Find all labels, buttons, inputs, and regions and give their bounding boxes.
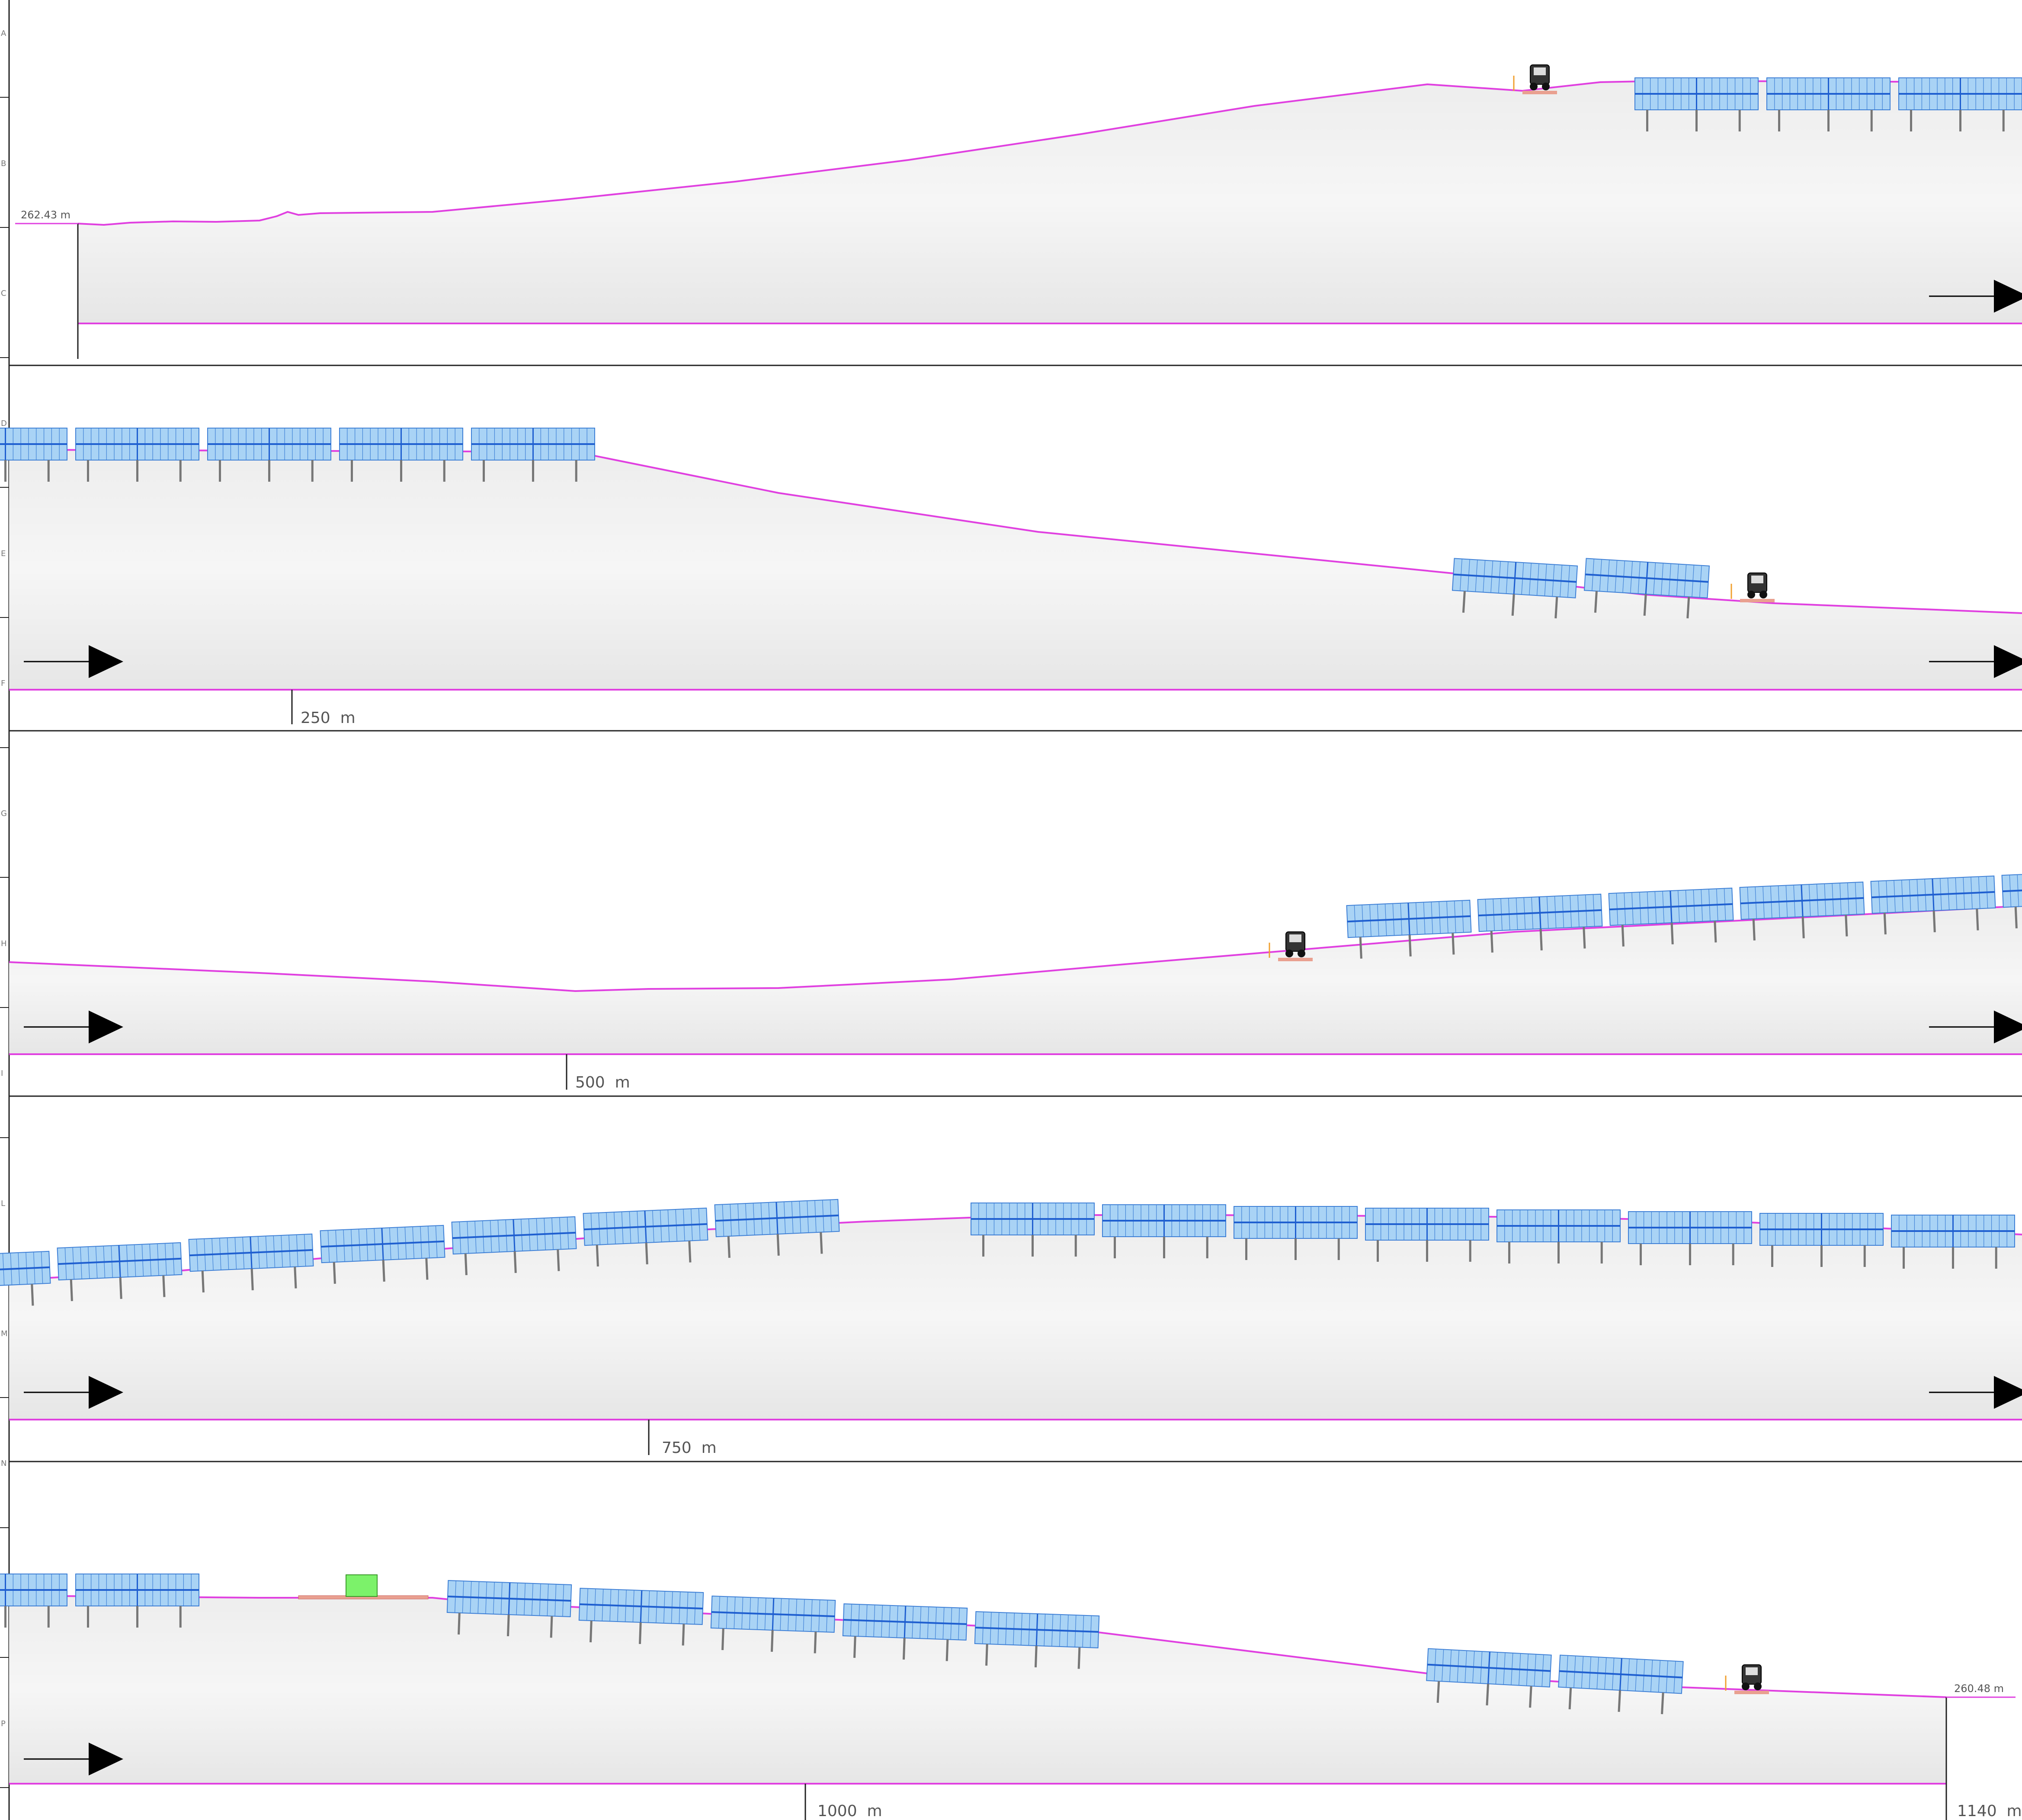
start-elevation-label: 262.43 m: [21, 209, 70, 221]
marker-letter: L: [1, 1199, 5, 1208]
marker-letter: C: [1, 289, 6, 298]
strip-3: 500 m: [9, 869, 2022, 1091]
marker-letter: P: [1, 1719, 6, 1728]
solar-tracker-panel: [1346, 899, 1472, 959]
solar-tracker-panel: [1898, 77, 2022, 131]
distance-label: 500 m: [575, 1074, 630, 1091]
solar-tracker-panel: [320, 1225, 445, 1284]
solar-tracker-panel: [188, 1233, 314, 1292]
marker-letter: I: [1, 1069, 3, 1078]
solar-tracker-panel: [2001, 869, 2022, 928]
solar-tracker-panel: [1759, 1213, 1884, 1267]
direction-arrow-icon: [89, 645, 123, 678]
marker-letter: B: [1, 159, 6, 168]
solar-tracker-panel: [1426, 1648, 1552, 1708]
end-distance-label: 1140 m: [1957, 1802, 2022, 1820]
solar-tracker-panel: [471, 428, 595, 482]
distance-label: 1000 m: [817, 1802, 882, 1820]
terrain-fill: [9, 450, 2022, 690]
solar-tracker-panel: [1102, 1204, 1226, 1258]
marker-letter: M: [1, 1329, 8, 1338]
direction-arrow-icon: [89, 1376, 123, 1409]
marker-letter: G: [1, 809, 7, 818]
marker-letter: D: [1, 419, 7, 428]
solar-tracker-panel: [0, 1574, 67, 1628]
solar-tracker-panel: [57, 1242, 183, 1301]
strip-5: 260.48 m 1000 m 1140 m: [0, 1574, 2022, 1820]
strip-separators: [9, 365, 2022, 1462]
strip-4: 750 m: [0, 1199, 2022, 1457]
solar-tracker-panel: [974, 1611, 1100, 1669]
direction-arrow-icon: [1994, 645, 2022, 678]
solar-tracker-panel: [451, 1216, 577, 1275]
solar-tracker-panel: [75, 1574, 199, 1628]
solar-tracker-panel: [1766, 77, 1891, 131]
distance-label: 750 m: [662, 1439, 717, 1457]
end-elevation-label: 260.48 m: [1954, 1682, 2004, 1695]
solar-tracker-panel: [1234, 1206, 1358, 1260]
inverter-cabin-icon: [346, 1574, 378, 1597]
terrain-fill: [9, 906, 2022, 1054]
terrain-fill: [78, 81, 2022, 323]
solar-tracker-panel: [339, 428, 463, 482]
marker-letter: H: [1, 939, 7, 948]
vehicle-icon: [1730, 573, 1775, 602]
vehicle-icon: [1269, 931, 1313, 961]
direction-arrow-icon: [89, 1743, 123, 1775]
strip-2: 250 m: [0, 428, 2022, 727]
side-markers: ABCDEFGHILMNOP: [0, 29, 9, 1788]
direction-arrow-icon: [89, 1011, 123, 1043]
distance-label: 250 m: [301, 709, 356, 727]
marker-letter: A: [1, 29, 6, 38]
vehicle-icon: [1513, 64, 1557, 94]
marker-letter: E: [1, 549, 6, 558]
terrain-line: [9, 905, 2022, 992]
marker-letter: N: [1, 1459, 6, 1468]
solar-tracker-panel: [207, 428, 331, 482]
solar-tracker-panel: [75, 428, 199, 482]
solar-tracker-panel: [1477, 893, 1603, 953]
solar-tracker-panel: [1365, 1208, 1489, 1262]
solar-tracker-panel: [1891, 1215, 2015, 1269]
solar-tracker-panel: [714, 1199, 840, 1258]
solar-tracker-panel: [1739, 881, 1865, 940]
direction-arrow-icon: [1994, 1376, 2022, 1409]
solar-tracker-panel: [1452, 558, 1578, 619]
solar-tracker-panel: [842, 1603, 968, 1661]
solar-tracker-panel: [1496, 1209, 1621, 1263]
terrain-line: [9, 449, 2022, 614]
solar-tracker-panel: [0, 1251, 51, 1306]
vehicle-icon: [1725, 1664, 1769, 1694]
solar-tracker-panel: [583, 1207, 708, 1267]
solar-tracker-panel: [0, 428, 67, 482]
terrain-fill: [9, 1215, 2022, 1420]
marker-letter: F: [1, 679, 5, 688]
solar-tracker-panel: [1558, 1654, 1684, 1714]
solar-tracker-panel: [1634, 77, 1759, 131]
solar-tracker-panel: [1870, 875, 1996, 934]
solar-tracker-panel: [1608, 887, 1734, 947]
solar-tracker-panel: [446, 1580, 572, 1638]
solar-tracker-panel: [578, 1588, 704, 1646]
strip-1: 262.43 m: [15, 64, 2022, 359]
solar-tracker-panel: [971, 1203, 1095, 1257]
terrain-fill: [9, 1596, 1946, 1784]
solar-tracker-panel: [710, 1596, 836, 1654]
direction-arrow-icon: [1994, 280, 2022, 313]
solar-tracker-panel: [1583, 558, 1710, 619]
terrain-line: [77, 80, 2022, 226]
direction-arrow-icon: [1994, 1011, 2022, 1043]
solar-tracker-panel: [1628, 1211, 1752, 1265]
